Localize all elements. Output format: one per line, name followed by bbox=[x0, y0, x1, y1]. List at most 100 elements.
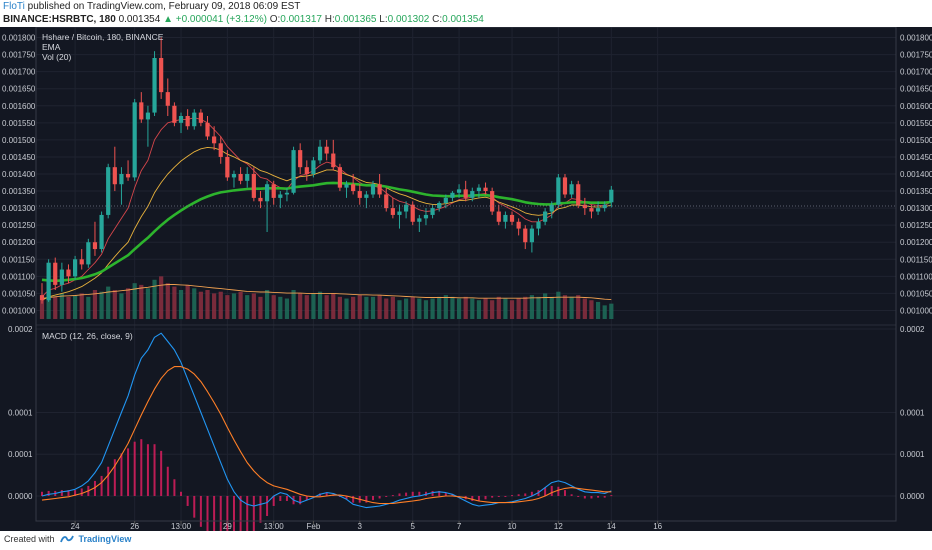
candle[interactable] bbox=[92, 221, 98, 256]
published-text: published on TradingView.com, February 0… bbox=[27, 1, 301, 12]
candle[interactable] bbox=[238, 167, 243, 185]
candle[interactable] bbox=[357, 184, 362, 205]
time-tick-label: 12 bbox=[554, 522, 563, 531]
candle[interactable] bbox=[159, 37, 164, 99]
candle[interactable] bbox=[298, 143, 303, 174]
candle[interactable] bbox=[225, 150, 230, 181]
candle[interactable] bbox=[192, 109, 197, 130]
candle[interactable] bbox=[344, 180, 349, 198]
candle[interactable] bbox=[271, 180, 276, 205]
candle[interactable] bbox=[337, 163, 342, 192]
candle[interactable] bbox=[291, 146, 296, 195]
candle[interactable] bbox=[198, 109, 203, 127]
candle[interactable] bbox=[178, 112, 184, 134]
candle[interactable] bbox=[73, 255, 78, 280]
right-price-axis[interactable]: 0.001800 0.001750 0.001700 0.001650 0.001600… bbox=[900, 34, 932, 501]
candle[interactable] bbox=[516, 218, 521, 236]
candle[interactable] bbox=[443, 194, 448, 209]
candle[interactable] bbox=[417, 214, 422, 232]
candle[interactable] bbox=[609, 185, 614, 208]
candle[interactable] bbox=[46, 259, 51, 302]
candle[interactable] bbox=[377, 174, 382, 198]
candle[interactable] bbox=[397, 204, 402, 229]
candle[interactable] bbox=[331, 139, 336, 171]
candle[interactable] bbox=[390, 197, 395, 219]
candle[interactable] bbox=[172, 102, 177, 127]
candle[interactable] bbox=[212, 126, 217, 151]
legend-volume[interactable]: Vol (20) bbox=[42, 52, 71, 62]
candle[interactable] bbox=[258, 191, 263, 209]
candle[interactable] bbox=[205, 116, 210, 140]
legend-ema[interactable]: EMA bbox=[42, 42, 61, 52]
candle[interactable] bbox=[529, 225, 534, 253]
candle[interactable] bbox=[99, 211, 104, 253]
candle[interactable] bbox=[278, 191, 283, 209]
candle[interactable] bbox=[476, 184, 482, 198]
author-link[interactable]: FloTi bbox=[3, 1, 25, 12]
candle[interactable] bbox=[245, 167, 250, 188]
candle[interactable] bbox=[152, 51, 157, 116]
candle[interactable] bbox=[251, 167, 256, 202]
candle[interactable] bbox=[470, 187, 475, 202]
candle[interactable] bbox=[185, 109, 190, 130]
candle[interactable] bbox=[556, 174, 561, 209]
candle[interactable] bbox=[456, 184, 462, 198]
tradingview-brand[interactable]: TradingView bbox=[78, 534, 132, 544]
candle[interactable] bbox=[509, 211, 515, 226]
candle[interactable] bbox=[351, 174, 356, 195]
candle[interactable] bbox=[595, 201, 601, 215]
candle[interactable] bbox=[490, 187, 495, 215]
candle[interactable] bbox=[264, 180, 270, 232]
time-axis[interactable]: 24 26 13:00 29 13:00 Feb 3 5 7 10 12 14 16 bbox=[71, 521, 663, 531]
candle[interactable] bbox=[437, 201, 442, 212]
candle[interactable] bbox=[602, 201, 607, 212]
candle[interactable] bbox=[145, 105, 151, 147]
candle[interactable] bbox=[106, 163, 111, 219]
chart-area[interactable]: 0.001800 0.001750 0.001700 0.001650 0.001600… bbox=[0, 27, 932, 531]
candle[interactable] bbox=[536, 218, 541, 236]
candle[interactable] bbox=[576, 180, 581, 209]
candle[interactable] bbox=[503, 211, 508, 229]
candle[interactable] bbox=[59, 262, 64, 292]
candle[interactable] bbox=[562, 174, 568, 198]
candle[interactable] bbox=[79, 249, 84, 270]
candle[interactable] bbox=[496, 204, 501, 226]
candle[interactable] bbox=[86, 238, 91, 268]
candle[interactable] bbox=[311, 156, 316, 178]
macd-histogram-bar bbox=[166, 466, 169, 496]
candle[interactable] bbox=[582, 197, 587, 215]
candle[interactable] bbox=[430, 204, 435, 219]
candle-body bbox=[569, 184, 574, 195]
candle[interactable] bbox=[119, 167, 124, 205]
candle[interactable] bbox=[231, 170, 237, 188]
candle[interactable] bbox=[569, 180, 574, 198]
candle[interactable] bbox=[589, 204, 594, 219]
candle[interactable] bbox=[370, 180, 376, 198]
candle[interactable] bbox=[125, 160, 131, 181]
candle[interactable] bbox=[364, 191, 369, 209]
candle[interactable] bbox=[463, 180, 468, 202]
candle[interactable] bbox=[218, 136, 223, 164]
candle[interactable] bbox=[39, 283, 45, 304]
candle[interactable] bbox=[450, 191, 455, 202]
candle[interactable] bbox=[304, 160, 309, 181]
candle[interactable] bbox=[132, 98, 137, 181]
candle[interactable] bbox=[423, 208, 429, 226]
candle[interactable] bbox=[165, 78, 170, 116]
candle[interactable] bbox=[324, 139, 329, 161]
candle[interactable] bbox=[317, 139, 323, 164]
candle[interactable] bbox=[53, 257, 58, 290]
candle[interactable] bbox=[384, 187, 389, 212]
candle[interactable] bbox=[483, 182, 488, 195]
candle[interactable] bbox=[523, 225, 528, 250]
candle[interactable] bbox=[139, 92, 144, 123]
left-price-axis[interactable]: 0.001800 0.001750 0.001700 0.001650 0.001600… bbox=[2, 34, 36, 501]
candle[interactable] bbox=[284, 187, 290, 202]
candle[interactable] bbox=[66, 264, 71, 284]
candle[interactable] bbox=[404, 201, 409, 219]
candle[interactable] bbox=[549, 201, 554, 219]
legend-macd[interactable]: MACD (12, 26, close, 9) bbox=[42, 331, 133, 341]
candle[interactable] bbox=[543, 208, 548, 226]
candle[interactable] bbox=[112, 146, 117, 192]
candle[interactable] bbox=[410, 201, 415, 226]
